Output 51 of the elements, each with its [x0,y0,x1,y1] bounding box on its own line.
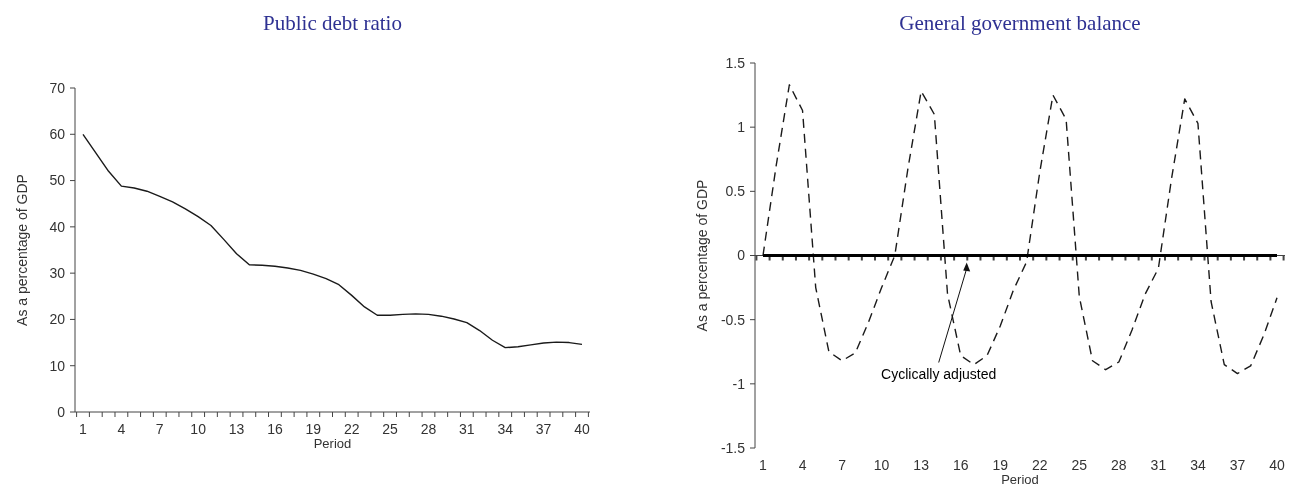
y-tick-label: 0 [57,403,66,420]
y-tick-label: 50 [49,172,66,189]
x-tick-label: 28 [1111,457,1127,473]
y-tick-label: 20 [49,311,66,328]
x-tick-label: 37 [535,421,552,437]
x-tick-label: 10 [190,421,207,437]
y-tick-label: 10 [49,357,66,374]
x-tick-label: 19 [305,421,322,437]
y-tick-label: 1.5 [725,54,746,71]
line-series [82,133,583,349]
x-tick-label: 28 [420,421,437,437]
text: Cyclically adjusted [881,365,997,382]
x-tick-label: 13 [228,421,245,437]
y-tick-label: -1.5 [720,439,746,456]
y-axis-title: As a percentage of GDP [14,174,30,326]
y-tick-label: 1 [737,119,746,136]
x-tick-label: 34 [1190,457,1206,473]
y-tick-label: 60 [49,126,66,143]
x-tick-label: 7 [838,457,847,473]
x-tick-label: 4 [117,421,126,437]
x-tick-label: 1 [759,457,768,473]
x-tick-label: 40 [1269,457,1285,473]
x-tick-label: 37 [1229,457,1246,473]
x-tick-label: 1 [79,421,88,437]
x-tick-label: 25 [1071,457,1088,473]
x-tick-label: 34 [497,421,514,437]
chart-title: General government balance [899,11,1141,35]
x-tick-label: 7 [155,421,164,437]
x-tick-label: 16 [952,457,969,473]
y-tick-label: 40 [49,218,66,235]
y-axis-title: As a percentage of GDP [694,179,710,332]
y-tick-label: 70 [49,79,66,96]
y-tick-label: 30 [49,265,66,282]
y-tick-label: -0.5 [720,311,746,328]
x-tick-label: 22 [343,421,360,437]
x-tick-label: 19 [992,457,1009,473]
x-axis-title: Period [313,436,352,451]
x-tick-label: 22 [1031,457,1048,473]
x-tick-label: 13 [913,457,930,473]
y-tick-label: 0.5 [725,183,746,200]
x-tick-label: 25 [382,421,399,437]
x-tick-label: 31 [459,421,475,437]
y-tick-label: 0 [737,247,746,264]
x-tick-label: 31 [1150,457,1167,473]
chart-title: Public debt ratio [263,11,402,35]
x-tick-label: 10 [873,457,890,473]
x-axis-title: Period [1001,472,1039,487]
y-tick-label: -1 [732,375,746,392]
x-tick-label: 40 [574,421,590,437]
x-tick-label: 4 [798,457,807,473]
x-tick-label: 16 [267,421,283,437]
